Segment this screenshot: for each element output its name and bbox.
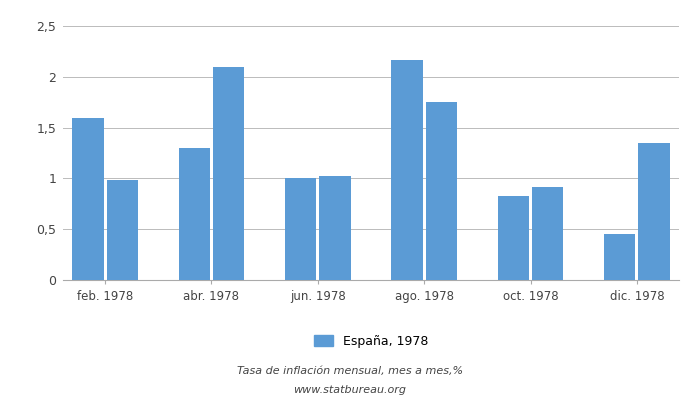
Bar — [391, 60, 423, 280]
Bar — [426, 102, 457, 280]
Text: www.statbureau.org: www.statbureau.org — [293, 385, 407, 395]
Bar — [106, 180, 138, 280]
Bar — [213, 67, 244, 280]
Bar — [178, 148, 210, 280]
Bar — [285, 178, 316, 280]
Bar — [498, 196, 529, 280]
Bar — [532, 186, 564, 280]
Bar — [319, 176, 351, 280]
Bar — [72, 118, 104, 280]
Text: Tasa de inflación mensual, mes a mes,%: Tasa de inflación mensual, mes a mes,% — [237, 366, 463, 376]
Bar — [638, 143, 670, 280]
Legend: España, 1978: España, 1978 — [309, 330, 433, 353]
Bar — [604, 234, 636, 280]
